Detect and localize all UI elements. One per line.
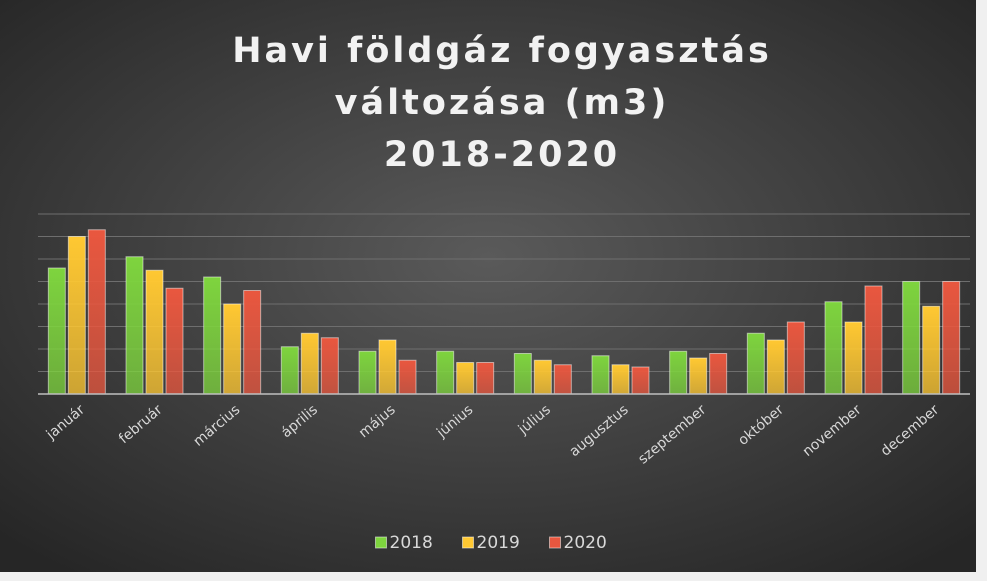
bar [513, 353, 532, 395]
legend-swatch [462, 536, 474, 549]
bar [436, 350, 455, 395]
bar [786, 321, 805, 395]
bar [689, 357, 708, 395]
bar [766, 339, 785, 395]
bar [533, 359, 552, 395]
bar [125, 256, 144, 395]
bar [223, 303, 242, 395]
legend-swatch [549, 536, 561, 549]
legend-swatch [375, 536, 387, 549]
bar [456, 362, 475, 395]
bar [280, 346, 299, 395]
bar [864, 285, 883, 395]
legend-label: 2019 [477, 533, 520, 553]
bar [243, 290, 262, 395]
title-line: Havi földgáz fogyasztás [232, 31, 772, 71]
bar [902, 281, 921, 395]
bar [358, 350, 377, 395]
bar [87, 229, 106, 395]
bar [844, 321, 863, 395]
bar [145, 269, 164, 395]
legend-label: 2018 [390, 533, 433, 553]
bar [631, 366, 650, 395]
bar [300, 332, 319, 395]
title-line: változása (m3) [335, 83, 670, 123]
bar [165, 287, 184, 395]
bar [203, 276, 222, 395]
bar [67, 236, 86, 395]
bar [476, 362, 495, 395]
bar [746, 332, 765, 395]
bar [709, 353, 728, 395]
legend-label: 2020 [564, 533, 607, 553]
bar [669, 350, 688, 395]
chart-title: Havi földgáz fogyasztás változása (m3) 2… [232, 31, 772, 175]
bar [398, 359, 417, 395]
bar [942, 281, 961, 395]
bar [378, 339, 397, 395]
bar [611, 364, 630, 395]
bar [922, 305, 941, 395]
bar [320, 337, 339, 395]
bar [47, 267, 66, 395]
bar [591, 355, 610, 395]
bar [553, 364, 572, 395]
bar [824, 301, 843, 395]
title-line: 2018-2020 [384, 135, 620, 175]
